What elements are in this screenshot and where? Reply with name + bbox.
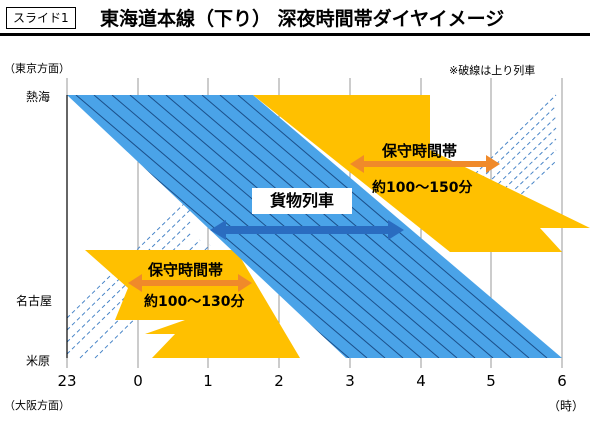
- hour-tick: 3: [345, 372, 355, 390]
- maintenance-upper-duration: 約100〜150分: [372, 180, 473, 196]
- hour-tick: 4: [416, 372, 426, 390]
- hour-tick: 2: [274, 372, 284, 390]
- page-title: 東海道本線（下り） 深夜時間帯ダイヤイメージ: [100, 8, 505, 30]
- slide-number-badge: スライド1: [6, 7, 76, 29]
- station-maibara: 米原: [26, 354, 51, 368]
- freight-train-label: 貨物列車: [252, 188, 352, 214]
- tokyo-direction-label: （東京方面）: [4, 62, 70, 75]
- dashed-line-note: ※破線は上り列車: [449, 64, 536, 77]
- freight-duration-arrow: [210, 220, 404, 240]
- hour-tick: 5: [486, 372, 496, 390]
- station-atami: 熱海: [26, 90, 51, 104]
- time-unit-label: （時）: [548, 399, 585, 413]
- maintenance-arrow-upper: [350, 155, 500, 173]
- osaka-direction-label: （大阪方面）: [4, 399, 70, 412]
- title-underline: [0, 33, 590, 36]
- maintenance-lower-duration: 約100〜130分: [144, 294, 245, 310]
- hour-tick: 0: [133, 372, 143, 390]
- maintenance-lower-label: 保守時間帯: [148, 261, 224, 279]
- station-nagoya: 名古屋: [16, 294, 53, 308]
- hour-tick: 23: [57, 372, 77, 390]
- hour-tick: 6: [557, 372, 567, 390]
- maintenance-band-upper: [253, 95, 590, 252]
- maintenance-upper-label: 保守時間帯: [382, 142, 458, 160]
- hour-tick: 1: [203, 372, 213, 390]
- maintenance-arrow-lower: [128, 274, 252, 292]
